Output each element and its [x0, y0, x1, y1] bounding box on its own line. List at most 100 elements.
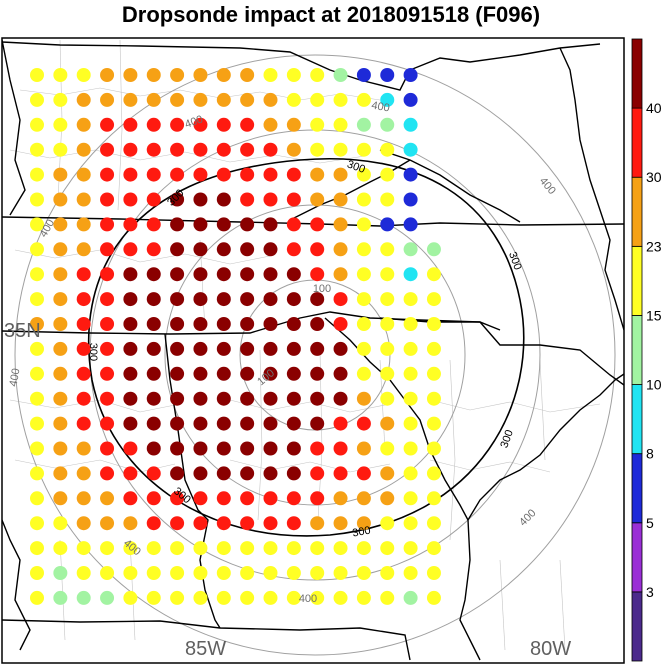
impact-dot — [170, 416, 185, 431]
impact-dot — [30, 117, 44, 132]
impact-dot — [356, 68, 371, 82]
impact-dot — [76, 391, 91, 406]
impact-dot — [216, 391, 231, 406]
impact-dot — [123, 242, 138, 257]
impact-dot — [170, 341, 185, 356]
impact-dot — [100, 491, 115, 506]
impact-dot — [240, 491, 255, 506]
impact-dot — [333, 167, 348, 182]
impact-dot — [146, 317, 161, 331]
impact-dot — [146, 416, 161, 431]
colorbar-segment — [631, 591, 643, 662]
impact-dot — [356, 566, 371, 580]
impact-dot — [426, 590, 441, 605]
impact-dot — [193, 317, 208, 331]
impact-dot — [356, 317, 371, 331]
impact-dot — [310, 341, 325, 356]
impact-dot — [333, 192, 348, 207]
impact-dot — [76, 491, 91, 506]
impact-dot — [426, 366, 441, 381]
impact-dot — [310, 192, 325, 207]
impact-dot — [356, 117, 371, 132]
impact-dot — [76, 466, 91, 481]
impact-dot — [310, 391, 325, 406]
impact-dot — [263, 516, 278, 531]
impact-dot — [76, 317, 91, 331]
colorbar-label: 8 — [646, 446, 654, 462]
impact-dot — [333, 590, 348, 605]
impact-dot — [380, 117, 395, 132]
impact-dot — [193, 92, 208, 107]
impact-dot — [193, 441, 208, 456]
impact-dot — [310, 242, 325, 257]
impact-dot — [76, 341, 91, 356]
impact-dot — [286, 516, 301, 531]
ring-400 — [14, 54, 616, 656]
impact-dot — [333, 366, 348, 381]
colorbar-segment — [631, 38, 643, 109]
impact-dot — [30, 590, 44, 605]
impact-dot — [216, 292, 231, 307]
colorbar-segment — [631, 315, 643, 385]
ring-label: 400 — [517, 507, 538, 528]
ring-label: 400 — [370, 100, 390, 115]
impact-dot — [403, 292, 418, 307]
impact-dot — [53, 391, 68, 406]
impact-dot — [380, 566, 395, 580]
impact-dot — [53, 590, 68, 605]
colorbar-segment — [631, 522, 643, 593]
impact-dot — [146, 167, 161, 182]
impact-dot — [146, 566, 161, 580]
impact-dot — [76, 292, 91, 307]
impact-dot — [170, 68, 185, 82]
impact-dot — [30, 341, 44, 356]
impact-dot — [240, 416, 255, 431]
impact-dot — [123, 416, 138, 431]
impact-dot — [310, 142, 325, 157]
impact-dot — [240, 541, 255, 556]
impact-dot — [240, 366, 255, 381]
impact-dot — [333, 317, 348, 331]
impact-dot — [53, 167, 68, 182]
impact-dot — [123, 466, 138, 481]
impact-dot — [76, 142, 91, 157]
impact-dot — [333, 267, 348, 282]
impact-dot — [333, 217, 348, 232]
impact-dot — [356, 590, 371, 605]
impact-dot — [286, 416, 301, 431]
impact-dot — [310, 317, 325, 331]
impact-dot — [100, 416, 115, 431]
impact-dot — [76, 441, 91, 456]
impact-dot — [286, 441, 301, 456]
impact-dot — [333, 292, 348, 307]
impact-dot — [310, 441, 325, 456]
impact-dot — [30, 466, 44, 481]
impact-dot — [380, 142, 395, 157]
impact-dot — [403, 366, 418, 381]
impact-dot — [426, 566, 441, 580]
impact-dot — [123, 391, 138, 406]
impact-dot — [310, 541, 325, 556]
impact-dot — [216, 590, 231, 605]
impact-dot — [263, 217, 278, 232]
impact-dot — [123, 92, 138, 107]
contour-label: 300 — [345, 158, 366, 176]
colorbar-segment — [631, 453, 643, 524]
impact-dot — [123, 541, 138, 556]
impact-dot — [100, 68, 115, 82]
impact-dot — [310, 516, 325, 531]
impact-dot — [53, 142, 68, 157]
impact-dot — [146, 441, 161, 456]
impact-dot — [53, 242, 68, 257]
impact-dot — [310, 267, 325, 282]
impact-dot — [146, 491, 161, 506]
impact-dot — [403, 416, 418, 431]
impact-dot — [263, 391, 278, 406]
impact-dot — [30, 292, 44, 307]
impact-dot — [356, 92, 371, 107]
impact-dot — [286, 491, 301, 506]
impact-dot — [216, 167, 231, 182]
impact-dot — [380, 391, 395, 406]
ring-label: 100 — [313, 283, 331, 295]
impact-dot — [263, 92, 278, 107]
